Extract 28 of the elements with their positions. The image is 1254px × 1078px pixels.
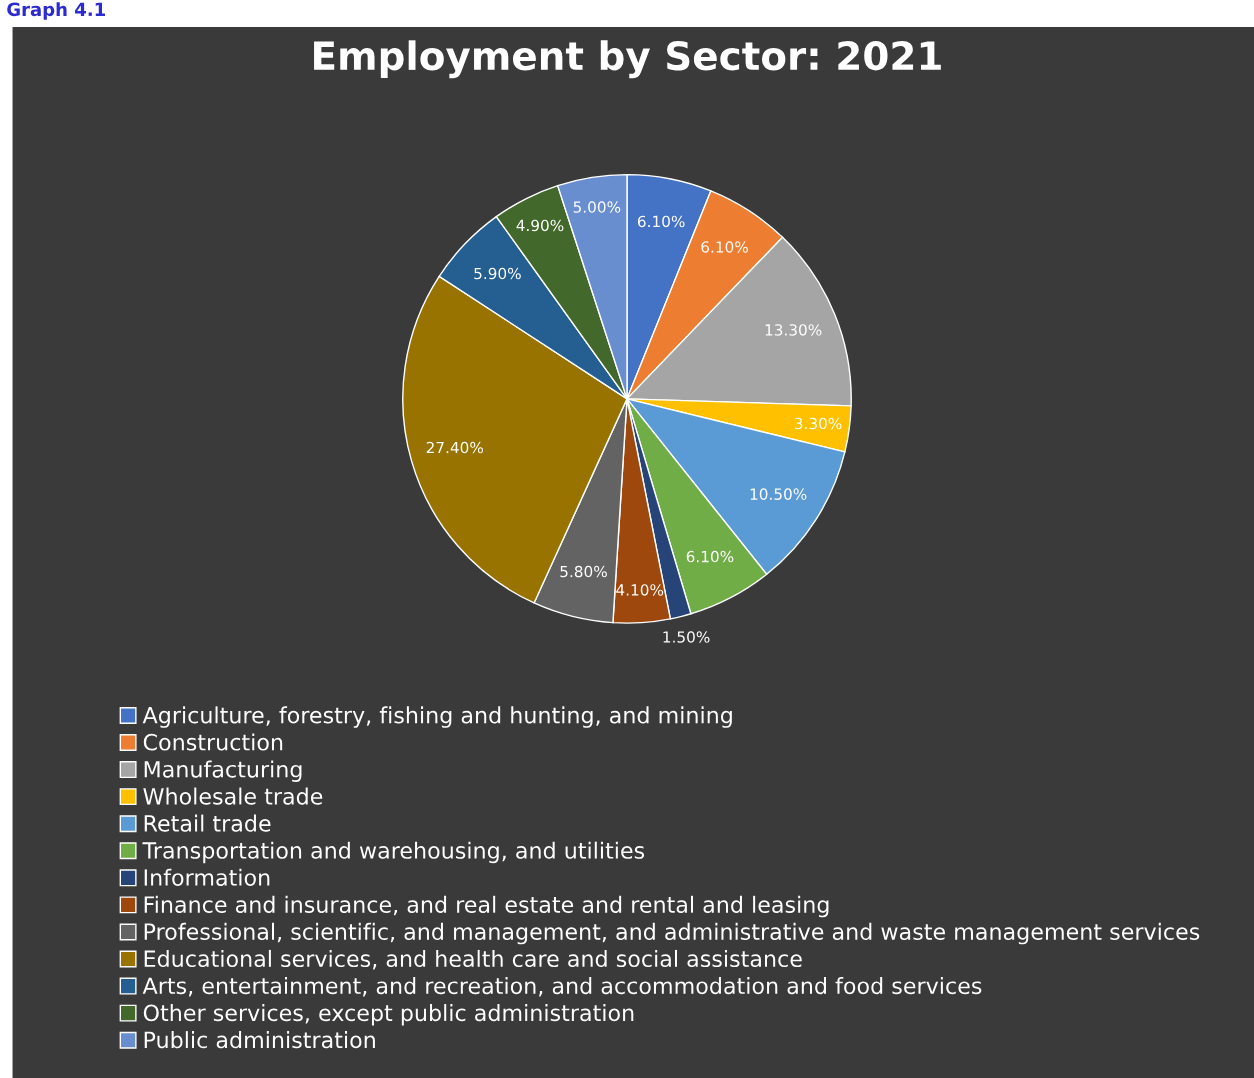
legend-label: Finance and insurance, and real estate and rental and leasing xyxy=(144,895,829,918)
legend-label: Wholesale trade xyxy=(143,787,323,805)
data-label: 4.10% xyxy=(616,584,664,596)
chart-title: Employment by Sector: 2021 xyxy=(314,40,941,79)
legend-label: Arts, entertainment, and recreation, and accommodation and food services xyxy=(142,976,982,997)
data-label: 1.50% xyxy=(663,631,710,643)
legend-label: Public administration xyxy=(144,1031,375,1049)
data-label: 13.30% xyxy=(765,324,822,336)
data-label: 3.30% xyxy=(794,417,842,430)
legend-label: Agriculture, forestry, fishing and hunting, and mining xyxy=(142,706,732,728)
legend-label: Other services, except public administration xyxy=(143,1004,634,1026)
legend-label: Information xyxy=(144,868,270,886)
legend-label: Educational services, and health care and social assistance xyxy=(144,949,802,970)
data-label: 6.10% xyxy=(637,215,685,228)
data-label: 6.10% xyxy=(701,241,748,253)
legend-label: Professional, scientific, and management, and administrative and waste management services xyxy=(144,922,1200,945)
data-label: 4.90% xyxy=(516,219,564,232)
data-label: 27.40% xyxy=(426,441,484,454)
legend-label: Construction xyxy=(143,733,283,751)
legend-label: Transportation and warehousing, and utilities xyxy=(142,841,645,864)
data-label: 6.10% xyxy=(686,550,734,563)
data-label: 5.80% xyxy=(560,565,607,578)
caption: Graph 4.1 xyxy=(7,2,105,20)
data-label: 5.90% xyxy=(474,267,521,280)
legend-label: Retail trade xyxy=(144,814,271,832)
data-label: 10.50% xyxy=(750,488,807,500)
legend-label: Manufacturing xyxy=(144,760,302,782)
data-label: 5.00% xyxy=(573,201,621,213)
